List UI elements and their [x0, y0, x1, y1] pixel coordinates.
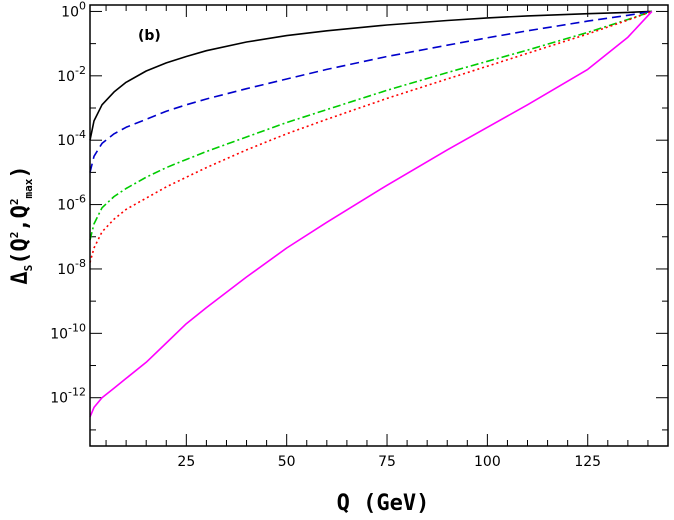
y-tick-label: 100 [61, 0, 86, 20]
tick-marks [90, 5, 668, 446]
x-axis-label: Q (GeV) [337, 491, 430, 516]
y-tick-labels: 100 10-2 10-4 10-6 10-8 10-10 10-12 [50, 0, 86, 407]
x-tick-label: 50 [278, 454, 296, 470]
series-line-5 [89, 10, 653, 418]
y-tick-label: 10-8 [57, 257, 86, 278]
y-label-paren-open: (Q [8, 238, 33, 265]
y-axis-label: ΔS(Q2,Q2max) [8, 165, 35, 284]
series-line-3 [89, 10, 653, 241]
y-tick-label: 10-2 [57, 64, 86, 85]
y-tick-label: 10-6 [57, 193, 86, 214]
y-label-paren-close: ) [8, 165, 33, 178]
y-label-sub-max: max [22, 178, 35, 198]
y-tick-label: 10-4 [57, 128, 86, 149]
plot-frame [89, 4, 669, 447]
y-label-sup-2a: 2 [8, 232, 21, 239]
y-label-sup-2b: 2 [8, 199, 21, 206]
series-layer [89, 10, 653, 418]
y-label-delta: Δ [8, 271, 33, 284]
y-tick-label: 10-10 [50, 321, 86, 342]
series-line-1 [89, 10, 652, 141]
y-tick-label: 10-12 [50, 386, 86, 407]
x-tick-label: 25 [177, 454, 195, 470]
y-label-sub-s: S [22, 265, 35, 272]
y-label-comma: ,Q [8, 205, 33, 232]
panel-label: (b) [138, 28, 161, 44]
x-tick-labels: 25 50 75 100 125 [177, 454, 601, 470]
x-tick-label: 100 [474, 454, 501, 470]
series-line-2 [89, 10, 653, 173]
x-tick-label: 75 [378, 454, 396, 470]
series-line-4 [89, 10, 653, 263]
x-tick-label: 125 [574, 454, 601, 470]
